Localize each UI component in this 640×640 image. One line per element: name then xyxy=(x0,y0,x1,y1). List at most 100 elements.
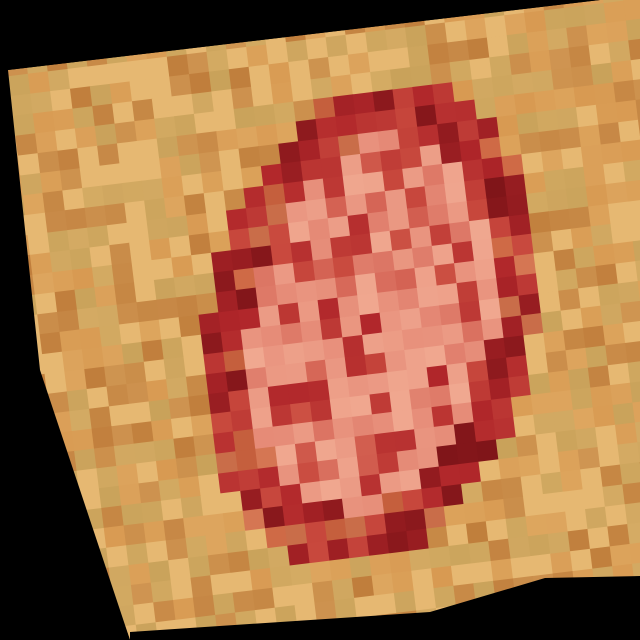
skin-pixel xyxy=(560,308,584,331)
skin-pixel xyxy=(585,184,609,207)
skin-pixel xyxy=(269,565,293,589)
skin-pixel xyxy=(89,83,113,107)
lesion-pixel xyxy=(422,163,445,187)
skin-pixel xyxy=(163,356,187,380)
lesion-pixel xyxy=(334,275,358,299)
skin-pixel xyxy=(622,481,640,505)
skin-pixel xyxy=(49,249,73,273)
lesion-pixel xyxy=(243,347,266,370)
skin-pixel xyxy=(118,483,142,507)
skin-pixel xyxy=(94,123,118,147)
skin-pixel xyxy=(89,406,112,430)
skin-pixel xyxy=(520,474,544,498)
skin-pixel xyxy=(273,101,297,125)
skin-pixel xyxy=(163,518,187,541)
lesion-pixel xyxy=(230,247,254,271)
lesion-pixel xyxy=(285,200,309,224)
lesion-pixel xyxy=(277,463,301,487)
lesion-pixel xyxy=(223,349,247,373)
skin-pixel xyxy=(508,536,531,560)
lesion-pixel xyxy=(243,185,267,209)
skin-pixel xyxy=(67,66,91,90)
skin-pixel xyxy=(129,240,153,264)
lesion-pixel xyxy=(247,386,271,410)
skin-pixel xyxy=(227,550,251,574)
skin-pixel xyxy=(231,86,255,110)
skin-pixel xyxy=(267,545,291,569)
lesion-pixel xyxy=(461,320,485,344)
skin-pixel xyxy=(151,96,175,120)
lesion-pixel xyxy=(325,195,349,219)
skin-pixel xyxy=(573,84,597,108)
lesion-pixel xyxy=(292,421,316,445)
skin-pixel xyxy=(166,215,190,239)
skin-pixel xyxy=(198,473,221,497)
skin-pixel xyxy=(607,524,631,547)
lesion-pixel xyxy=(314,439,338,462)
lesion-pixel xyxy=(210,411,234,435)
lesion-pixel xyxy=(379,471,403,495)
lesion-pixel xyxy=(446,201,470,225)
skin-pixel xyxy=(128,401,152,425)
skin-pixel xyxy=(521,151,545,175)
skin-pixel xyxy=(158,317,182,340)
skin-pixel xyxy=(447,39,470,63)
skin-pixel xyxy=(555,429,579,453)
skin-pixel xyxy=(136,460,159,484)
skin-pixel xyxy=(124,200,148,224)
skin-pixel xyxy=(266,42,289,65)
skin-pixel xyxy=(560,469,584,493)
skin-pixel xyxy=(71,428,95,452)
skin-pixel xyxy=(76,468,100,492)
skin-pixel xyxy=(565,347,589,371)
skin-pixel xyxy=(238,146,262,170)
skin-pixel xyxy=(582,325,606,349)
skin-pixel xyxy=(393,590,417,614)
lesion-pixel xyxy=(426,364,450,388)
lesion-pixel xyxy=(280,161,304,184)
lesion-pixel xyxy=(461,159,485,182)
skin-pixel xyxy=(116,302,140,326)
skin-pixel xyxy=(17,153,41,176)
lesion-pixel xyxy=(346,535,370,559)
lesion-pixel xyxy=(307,218,331,242)
lesion-pixel xyxy=(255,446,279,470)
lesion-pixel xyxy=(332,94,356,118)
skin-pixel xyxy=(598,122,622,145)
skin-pixel xyxy=(468,541,492,564)
lesion-pixel xyxy=(299,481,323,505)
skin-pixel xyxy=(173,436,197,460)
skin-pixel xyxy=(87,63,111,87)
lesion-pixel xyxy=(464,178,488,202)
skin-pixel xyxy=(566,25,590,49)
skin-pixel xyxy=(620,300,640,324)
skin-pixel xyxy=(84,366,108,390)
skin-pixel xyxy=(148,560,172,584)
skin-pixel xyxy=(605,342,629,366)
skin-pixel xyxy=(111,262,135,286)
skin-pixel xyxy=(292,582,315,606)
skin-pixel xyxy=(496,114,520,138)
skin-pixel xyxy=(101,505,125,529)
skin-pixel xyxy=(30,91,54,114)
lesion-pixel xyxy=(342,173,366,197)
skin-pixel xyxy=(602,484,626,508)
skin-pixel xyxy=(72,106,96,129)
lesion-pixel xyxy=(357,131,381,155)
skin-pixel xyxy=(625,18,640,41)
lesion-pixel xyxy=(335,114,359,137)
skin-pixel xyxy=(145,540,169,564)
skin-pixel xyxy=(613,79,637,103)
skin-pixel xyxy=(563,166,587,190)
skin-pixel xyxy=(516,112,540,135)
lesion-pixel xyxy=(322,176,346,199)
lesion-pixel xyxy=(434,263,458,287)
lesion-pixel xyxy=(324,518,348,542)
skin-pixel xyxy=(109,242,133,266)
skin-pixel xyxy=(50,88,73,112)
lesion-pixel xyxy=(478,298,502,321)
lesion-pixel xyxy=(384,188,408,212)
skin-pixel xyxy=(233,106,257,130)
lesion-pixel xyxy=(344,354,368,378)
lesion-pixel xyxy=(270,242,294,266)
